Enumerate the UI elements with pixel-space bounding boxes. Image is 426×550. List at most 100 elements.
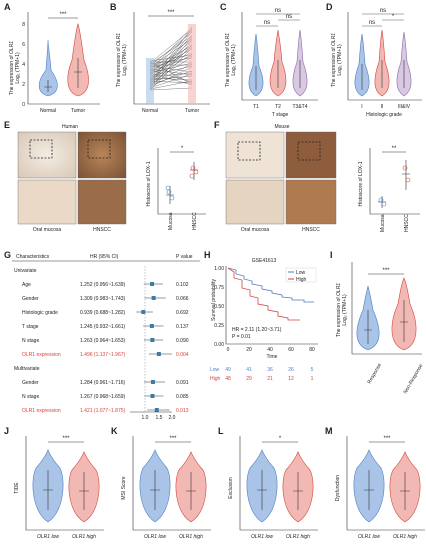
- violin-normal: [38, 39, 58, 97]
- panel-j-label: J: [4, 426, 9, 436]
- panel-k-ylabel: MSI Score: [121, 476, 127, 500]
- panel-b-ylabel-2: Log₂ (TPM+1): [122, 44, 128, 76]
- pair-line: [149, 61, 193, 85]
- panel-c-xtick-1: T2: [275, 104, 281, 110]
- forest-section-multivariate: Multivariate: [14, 366, 40, 372]
- panel-c-xlabel: T stage: [272, 112, 289, 118]
- pair-line: [149, 27, 193, 83]
- ihc-human-mucosa-high: [17, 179, 77, 225]
- panel-e-ylabel: Histoscore of LOX-1: [146, 161, 152, 206]
- forest-uni-name-5: OLR1 expression: [22, 352, 61, 358]
- forest-uni-p-2: 0.692: [176, 310, 189, 316]
- normal-bar: [146, 58, 154, 104]
- panel-g-label: G: [4, 250, 11, 260]
- pair-line: [149, 28, 193, 64]
- pair-line: [149, 30, 193, 86]
- panel-f-title: Mouse: [274, 124, 289, 130]
- ihc-mouse-mucosa-low: [225, 131, 285, 179]
- panel-j-xtick-1: OLR1 high: [72, 534, 96, 540]
- panel-h: H GSE41613 Survival probability 0.00 0.25…: [204, 250, 318, 382]
- forest-uni-name-2: Histologic grade: [22, 310, 58, 316]
- panel-j-ylabel: TIDE: [14, 482, 20, 494]
- ihc-mouse-hnscc-low: [285, 131, 337, 179]
- panel-h-label: H: [204, 250, 211, 260]
- forest-multi-point-1: [150, 394, 155, 398]
- ihc-human-mucosa-low: [17, 131, 77, 179]
- pair-line: [149, 45, 193, 69]
- panel-l-xtick-1: OLR1 high: [286, 534, 310, 540]
- forest-uni-hr-1: 1.309 (0.983~1.743): [80, 296, 126, 302]
- panel-c-xtick-2: T3&T4: [292, 104, 307, 110]
- panel-l-sig: *: [279, 436, 282, 442]
- km-xtick-4: 80: [309, 347, 315, 353]
- panel-j-sig: ***: [62, 436, 70, 442]
- panel-c-sig-1: ns: [286, 14, 292, 20]
- panel-m-label: M: [325, 426, 333, 436]
- panel-a-xtick-1: Tumor: [71, 108, 86, 114]
- panel-k-xtick-1: OLR1 high: [179, 534, 203, 540]
- pair-line: [149, 29, 193, 75]
- panel-i-xtick-1: Non-Response: [403, 363, 425, 395]
- forest-uni-hr-3: 1.245 (0.932~1.661): [80, 324, 126, 330]
- panel-d: D The expression of OLR1 Log₂ (TPM+1) ns…: [326, 2, 422, 118]
- panel-k-xtick-0: OLR1 low: [144, 534, 166, 540]
- forest-uni-p-5: 0.004: [176, 352, 189, 358]
- panel-d-xtick-2: III&IV: [398, 104, 411, 110]
- panel-e-label: E: [4, 120, 10, 130]
- panel-a-sig: ***: [59, 12, 67, 18]
- forest-uni-point-1: [151, 296, 156, 300]
- panel-a-ylabel-2: Log₂ (TPM+1): [15, 52, 21, 84]
- tumor-bar: [188, 24, 196, 104]
- forest-uni-name-3: T stage: [22, 324, 39, 330]
- km-low-curve: [227, 267, 314, 303]
- pair-line: [149, 57, 193, 65]
- risk-high-1: 29: [246, 376, 252, 382]
- risk-high-2: 21: [267, 376, 273, 382]
- panel-e-xtick-1: HNSCC: [192, 212, 198, 230]
- forest-section-univariate: Univariate: [14, 268, 37, 274]
- panel-d-xtick-0: I: [361, 104, 362, 110]
- pair-line: [149, 66, 193, 88]
- panel-f: F Mouse Oral mucosa HNSCC Histoscore of …: [214, 120, 420, 233]
- panel-m-sig: ***: [383, 436, 391, 442]
- panel-l: L Exclusion * OLR1 low OLR1 high: [218, 426, 318, 540]
- panel-d-sig-0: ns: [369, 20, 375, 26]
- pair-line: [149, 35, 193, 65]
- forest-header-p: P value: [176, 254, 193, 260]
- forest-header-hr: HR (95% CI): [90, 254, 119, 260]
- risk-low-0: 49: [225, 367, 231, 373]
- forest-multi-hr-2: 1.421 (1.077~1.875): [80, 408, 126, 414]
- km-legend-high: High: [296, 277, 307, 283]
- forest-multi-p-2: 0.013: [176, 408, 189, 414]
- forest-uni-hr-0: 1.252 (0.956~1.639): [80, 282, 126, 288]
- panel-h-title: GSE41613: [252, 258, 277, 264]
- pair-line: [149, 68, 193, 76]
- forest-multi-name-1: N stage: [22, 394, 39, 400]
- panel-b-sig: ***: [167, 10, 175, 16]
- forest-uni-name-0: Age: [22, 282, 31, 288]
- forest-multi-p-0: 0.091: [176, 380, 189, 386]
- pair-line: [149, 63, 193, 85]
- km-ytick-0: 0.00: [214, 342, 224, 348]
- forest-uni-point-5: [156, 352, 161, 356]
- panel-a-ytick-4: 8: [22, 22, 25, 28]
- panel-d-xlabel: Histologic grade: [366, 112, 402, 118]
- km-xtick-3: 60: [288, 347, 294, 353]
- forest-uni-name-4: N stage: [22, 338, 39, 344]
- risk-label-low: Low: [210, 367, 220, 373]
- panel-i-sig: ***: [382, 268, 390, 274]
- pair-line: [149, 38, 193, 68]
- ihc-mouse-mucosa-high: [225, 179, 285, 225]
- km-legend-low: Low: [296, 270, 306, 276]
- panel-e-caption-0: Oral mucosa: [33, 227, 62, 233]
- panel-d-ylabel-2: Log₂ (TPM+1): [337, 44, 343, 76]
- panel-f-sig: **: [392, 146, 397, 152]
- pair-line: [149, 53, 193, 81]
- forest-uni-point-2: [141, 310, 146, 314]
- panel-f-caption-1: HNSCC: [302, 227, 320, 233]
- pair-line: [149, 47, 193, 91]
- panel-a-ytick-1: 2: [22, 82, 25, 88]
- panel-k-sig: ***: [169, 436, 177, 442]
- pair-line: [149, 56, 193, 84]
